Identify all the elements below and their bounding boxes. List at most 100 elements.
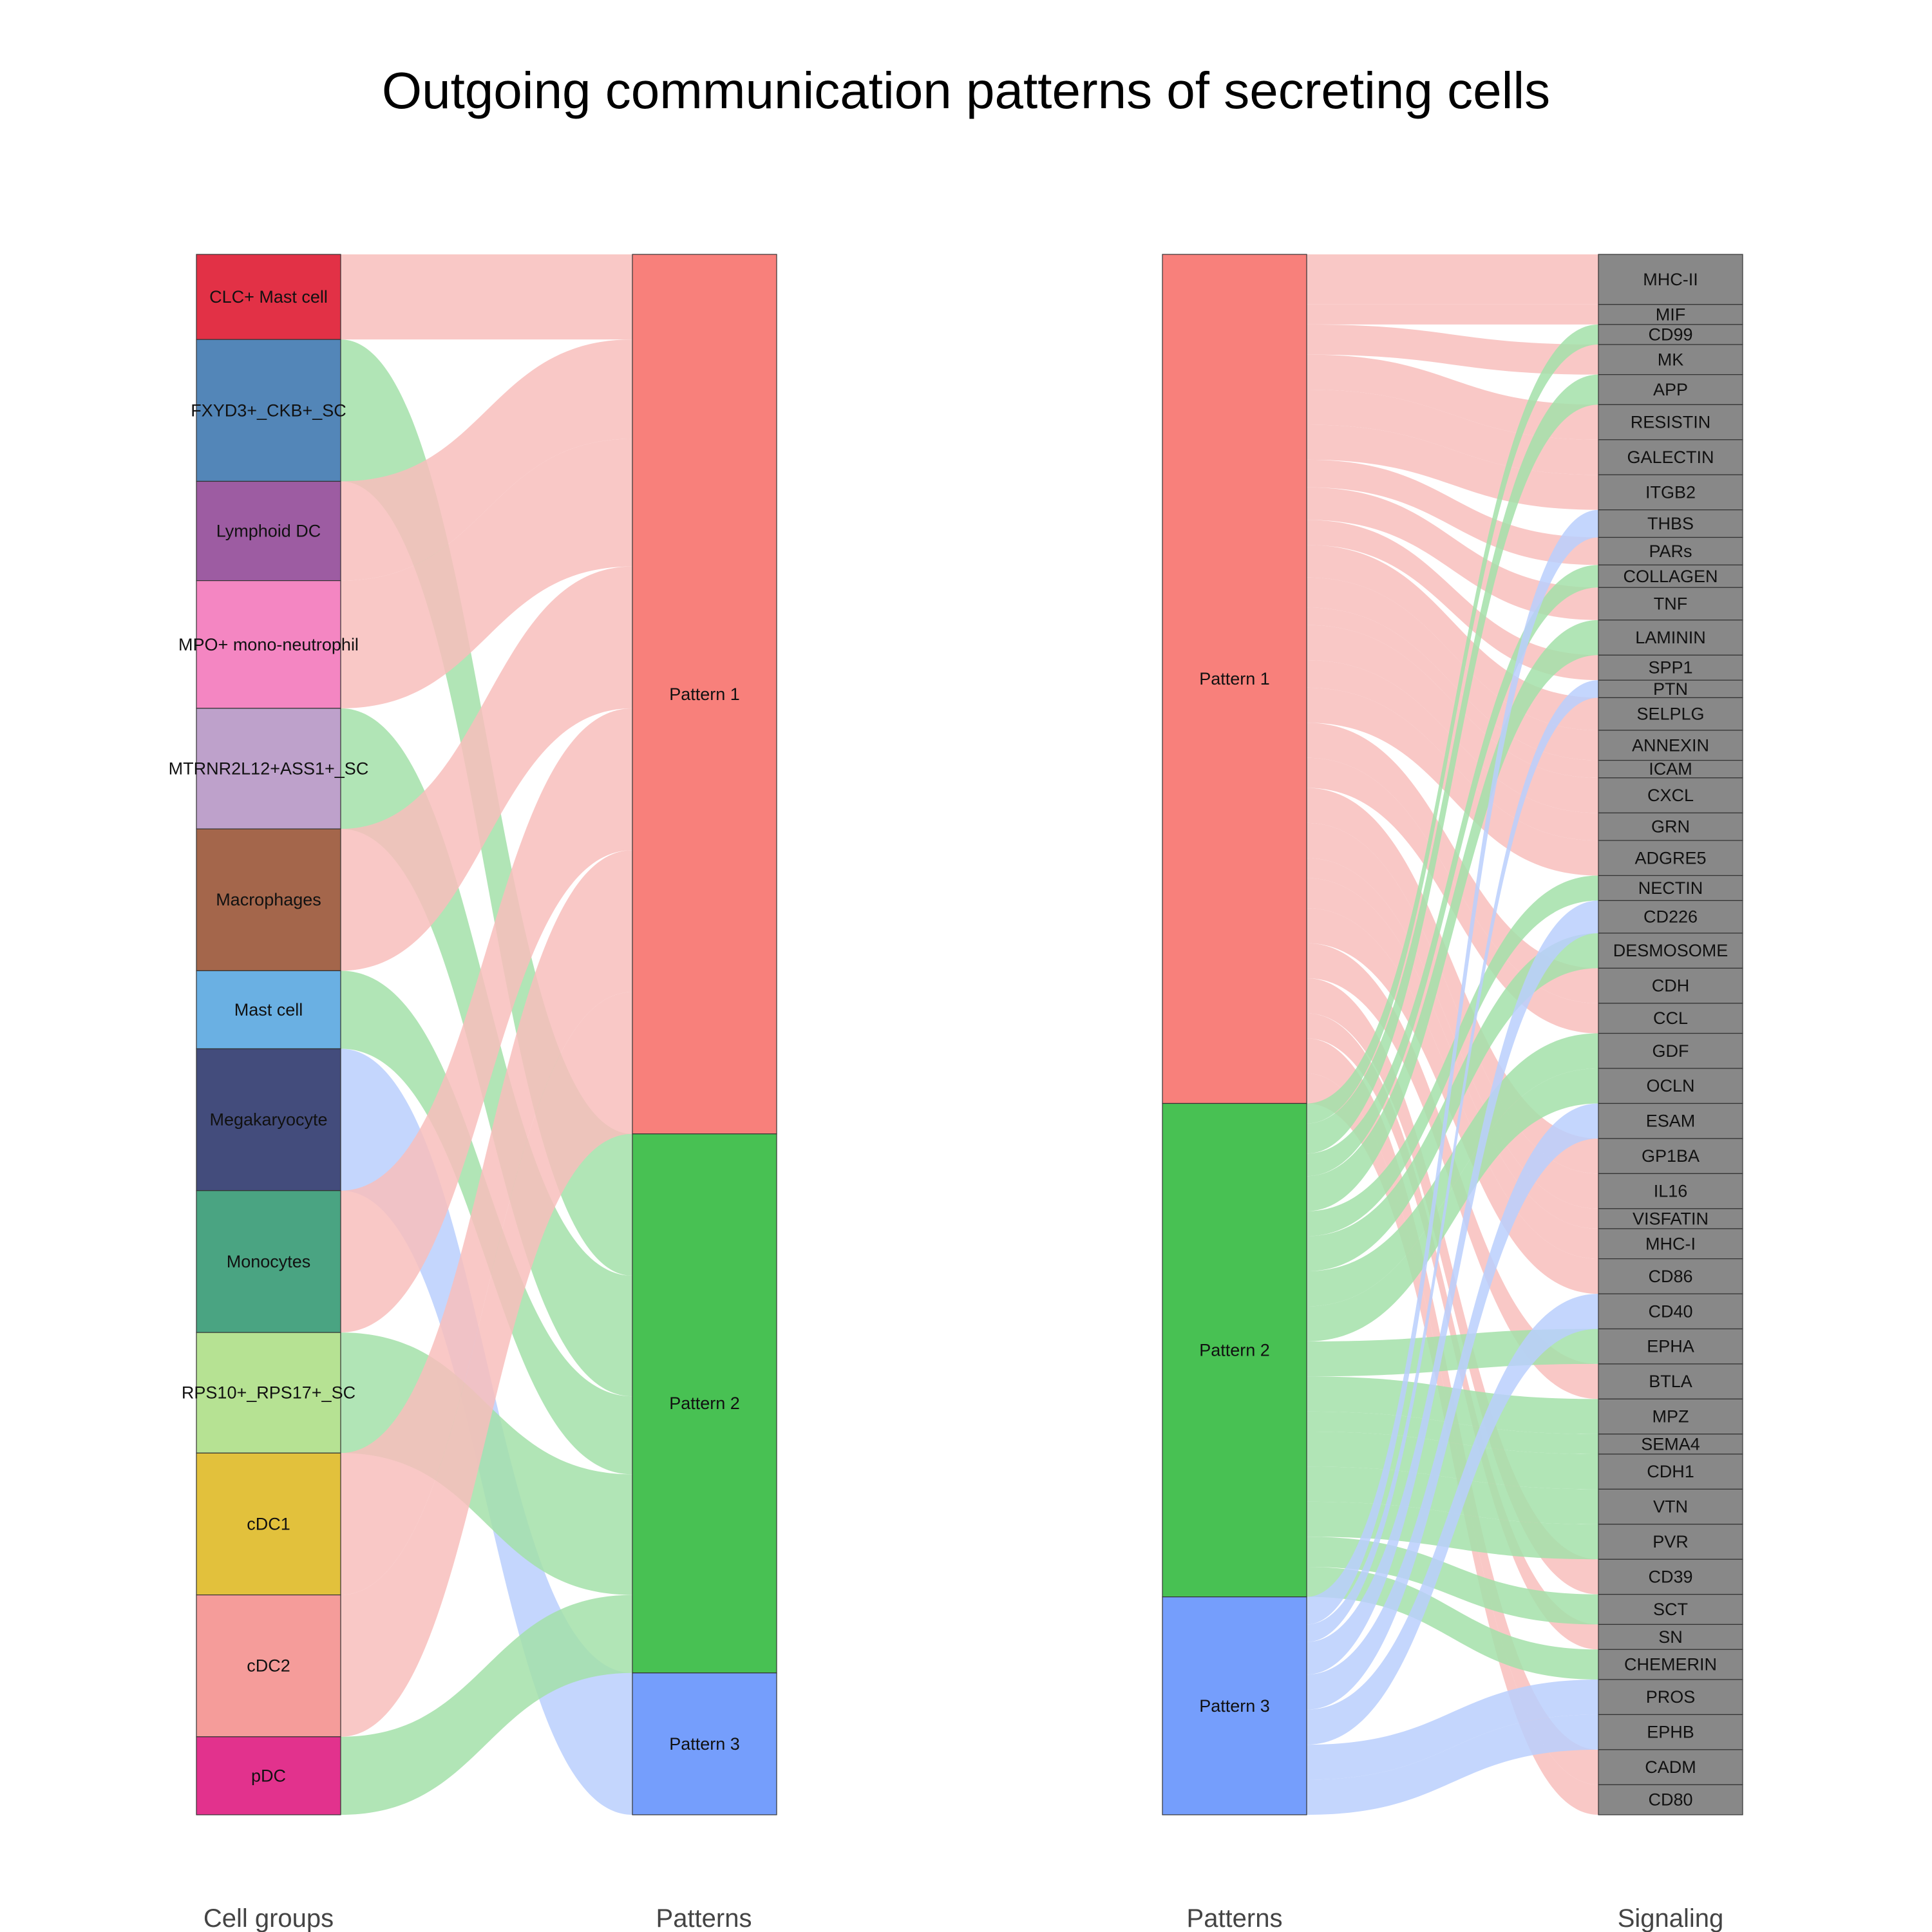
node-label-galectin: GALECTIN [1627,448,1714,467]
node-pars [1598,536,1743,565]
node-label-mk: MK [1658,350,1684,369]
node-macrophages [196,828,341,971]
flow-cdc2-to-pattern-1 [341,992,632,1737]
node-label-esam: ESAM [1646,1112,1696,1131]
node-il16 [1598,1173,1743,1209]
node-ccl [1598,1003,1743,1034]
node-label-macrophages: Macrophages [216,890,321,909]
chart-title: Outgoing communication patterns of secre… [382,62,1550,119]
flow-monocytes-to-pattern-1 [341,708,632,1333]
node-desmosome [1598,933,1743,969]
node-label-mtrnr2l12-ass1-sc: MTRNR2L12+ASS1+_SC [169,759,369,778]
node-label-itgb2: ITGB2 [1645,482,1696,502]
node-cd226 [1598,900,1743,934]
node-esam [1598,1103,1743,1139]
node-sn [1598,1624,1743,1650]
panel-patterns-to-signaling: Pattern 1 Pattern 2 Pattern 3 MHC-II MIFCD99… [1162,254,1743,1815]
flow-pattern-2-to-collagen [1307,565,1598,1177]
node-cd99 [1598,324,1743,345]
node-clc-mast-cell [196,254,341,340]
flow-pattern-2-to-vtn [1307,1466,1598,1524]
node-label-monocytes: Monocytes [227,1252,311,1271]
node-label-chemerin: CHEMERIN [1624,1655,1717,1674]
node-label-cd99: CD99 [1648,325,1692,344]
node-label-visfatin: VISFATIN [1633,1209,1709,1228]
flow-pattern-1-to-il16 [1307,822,1598,1209]
node-cdh [1598,967,1743,1004]
node-thbs [1598,509,1743,538]
node-icam [1598,760,1743,779]
node-megakaryocyte [196,1048,341,1191]
node-mhc-ii [1598,254,1743,305]
node-label-btla: BTLA [1649,1372,1692,1391]
node-label-spp1: SPP1 [1648,658,1692,677]
flow-pattern-2-to-sema4 [1307,1411,1598,1454]
node-label-cxcl: CXCL [1647,786,1694,805]
axis-title-signaling: Signaling [1618,1904,1724,1932]
node-sema4 [1598,1434,1743,1455]
node-label-mif: MIF [1656,305,1686,324]
flow-macrophages-to-pattern-1 [341,566,632,971]
flow-pattern-3-to-cd40 [1307,1294,1598,1745]
flow-pattern-3-to-cd226 [1307,900,1598,1675]
flow-pattern-2-to-cdh1 [1307,1431,1598,1490]
node-pattern-2 [632,1133,777,1674]
node-cd40 [1598,1293,1743,1330]
node-label-cdc1: cDC1 [247,1514,290,1533]
node-rps10-rps17-sc [196,1332,341,1454]
node-label-vtn: VTN [1653,1497,1688,1517]
node-label-ephb: EPHB [1647,1723,1694,1742]
node-nectin [1598,875,1743,902]
node-label-collagen: COLLAGEN [1623,567,1718,586]
node-cdc1 [196,1452,341,1596]
node-mast-cell [196,970,341,1050]
node-label-cdc2: cDC2 [247,1656,290,1676]
flow-pattern-1-to-mk [1307,324,1598,375]
node-cd80 [1598,1784,1743,1815]
node-label-pattern-2: Pattern 2 [1199,1341,1270,1360]
node-label-desmosome: DESMOSOME [1613,941,1728,960]
node-mtrnr2l12-ass1-sc [196,708,341,829]
node-label-lymphoid-dc: Lymphoid DC [216,522,321,541]
node-label-cd226: CD226 [1643,907,1698,927]
node-ocln [1598,1068,1743,1104]
node-cd39 [1598,1558,1743,1595]
flow-pattern-1-to-annexin [1307,577,1598,761]
node-label-epha: EPHA [1647,1337,1694,1356]
node-mpo-mono-neutrophil [196,580,341,709]
flow-pattern-1-to-spp1 [1307,520,1598,681]
flow-pattern-1-to-adgre5 [1307,687,1598,876]
node-label-sema4: SEMA4 [1641,1434,1700,1454]
axis-title-patterns-left: Patterns [656,1904,752,1932]
node-label-nectin: NECTIN [1638,878,1703,898]
flow-pattern-3-to-thbs [1307,509,1598,1625]
node-pattern-3 [1162,1596,1307,1815]
panel-cells-to-patterns: CLC+ Mast cell FXYD3+_CKB+_SC Lymphoid DC M… [169,254,777,1815]
node-label-sct: SCT [1653,1600,1688,1619]
node-ptn [1598,679,1743,698]
node-grn [1598,812,1743,841]
node-selplg [1598,697,1743,731]
node-annexin [1598,730,1743,761]
node-label-thbs: THBS [1647,514,1694,533]
node-label-il16: IL16 [1654,1182,1688,1201]
node-label-pattern-1: Pattern 1 [1199,669,1270,688]
node-monocytes [196,1190,341,1333]
node-sct [1598,1594,1743,1625]
node-label-pattern-3: Pattern 3 [1199,1696,1270,1716]
node-label-gdf: GDF [1653,1041,1689,1061]
node-label-megakaryocyte: Megakaryocyte [209,1110,327,1130]
node-galectin [1598,439,1743,475]
flow-pattern-1-to-itgb2 [1307,424,1598,510]
flow-clc-mast-cell-to-pattern-1 [341,254,632,340]
node-laminin [1598,620,1743,656]
node-cd86 [1598,1258,1743,1294]
axis-title-patterns-right: Patterns [1187,1904,1283,1932]
node-label-clc-mast-cell: CLC+ Mast cell [209,287,328,307]
node-gdf [1598,1032,1743,1069]
flow-pdc-to-pattern-2 [341,1595,632,1815]
flow-pattern-2-to-sct [1307,1537,1598,1625]
node-label-cd40: CD40 [1648,1302,1692,1321]
node-label-laminin: LAMININ [1635,628,1706,647]
